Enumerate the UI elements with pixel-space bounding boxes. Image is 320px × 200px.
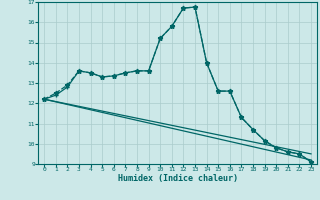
- X-axis label: Humidex (Indice chaleur): Humidex (Indice chaleur): [118, 174, 238, 183]
